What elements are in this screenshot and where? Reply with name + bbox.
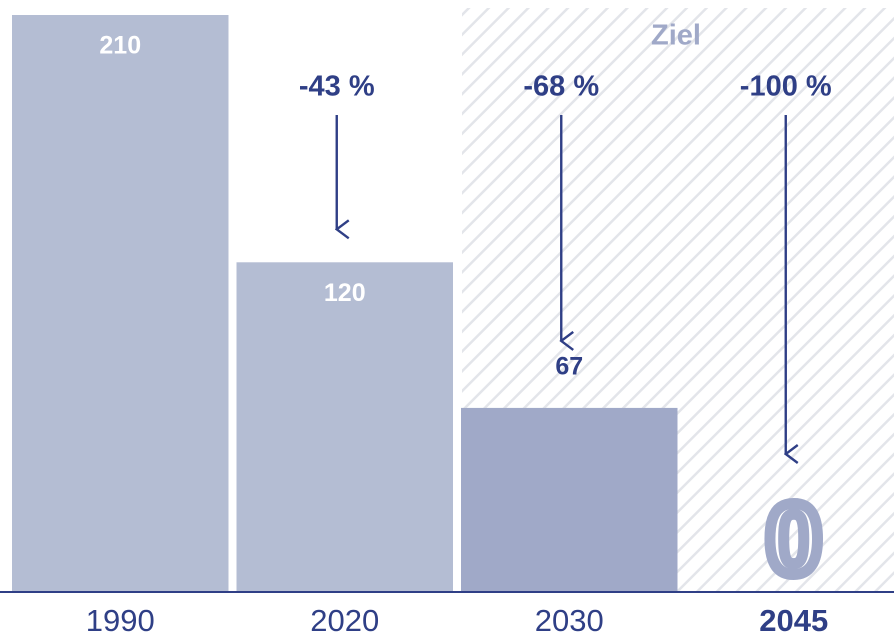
value-label: 0 <box>766 483 822 595</box>
x-tick-label: 2045 <box>759 603 828 637</box>
annotation: -43 % <box>299 71 375 103</box>
value-label: 120 <box>324 279 366 307</box>
annotation: -68 % <box>523 71 599 103</box>
bar <box>461 407 678 592</box>
x-tick-label: 2030 <box>535 603 604 637</box>
value-label: 67 <box>555 353 583 381</box>
value-label: 210 <box>99 32 141 60</box>
bar <box>12 15 229 592</box>
x-tick-label: 1990 <box>86 603 155 637</box>
target-label: Ziel <box>651 20 701 52</box>
bar <box>236 262 453 592</box>
annotation: -100 % <box>740 71 832 103</box>
x-tick-label: 2020 <box>310 603 379 637</box>
